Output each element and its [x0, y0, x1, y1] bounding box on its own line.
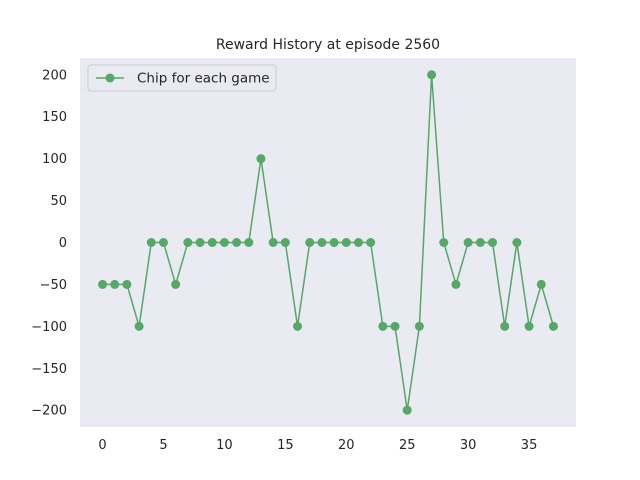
data-point-marker: [171, 279, 181, 289]
data-point-marker: [268, 238, 278, 247]
data-point-marker: [219, 238, 229, 247]
data-point-marker: [158, 238, 168, 247]
chart-title: Reward History at episode 2560: [216, 37, 440, 53]
data-point-marker: [524, 321, 534, 331]
data-point-marker: [293, 321, 303, 331]
data-point-marker: [317, 238, 327, 247]
data-point-marker: [536, 279, 546, 289]
data-point-marker: [146, 238, 156, 247]
x-tick-label: 25: [399, 438, 416, 453]
data-point-marker: [463, 238, 473, 247]
data-point-marker: [378, 321, 388, 331]
y-tick-label: 100: [42, 152, 67, 167]
data-point-marker: [195, 238, 205, 247]
x-tick-label: 15: [277, 438, 294, 453]
x-tick-label: 10: [216, 438, 233, 453]
data-point-marker: [134, 321, 144, 331]
y-tick-label: 50: [50, 194, 67, 209]
data-point-marker: [98, 279, 108, 289]
data-point-marker: [232, 238, 242, 247]
data-point-marker: [366, 238, 376, 247]
data-point-marker: [439, 238, 449, 247]
data-point-marker: [548, 321, 558, 331]
x-axis-ticks: 0 5 10 15 20 25 30 35: [98, 438, 537, 453]
y-tick-label: −200: [31, 404, 67, 419]
data-point-marker: [500, 321, 510, 331]
legend-box: [87, 64, 277, 92]
x-tick-label: 20: [338, 438, 355, 453]
series-layer: [98, 70, 558, 415]
x-tick-label: 0: [98, 438, 106, 453]
legend-label: Chip for each game: [137, 71, 270, 87]
y-tick-label: 0: [59, 236, 67, 251]
legend-marker-sample: [105, 73, 115, 83]
data-point-marker: [451, 279, 461, 289]
data-point-marker: [341, 238, 351, 247]
x-tick-label: 30: [460, 438, 477, 453]
data-point-marker: [427, 70, 437, 80]
data-point-marker: [305, 238, 315, 247]
y-tick-label: 150: [42, 110, 67, 125]
x-tick-label: 35: [521, 438, 538, 453]
data-point-marker: [329, 238, 339, 247]
data-point-marker: [122, 279, 132, 289]
data-point-marker: [244, 238, 254, 247]
data-point-marker: [256, 154, 266, 164]
data-point-marker: [512, 238, 522, 247]
data-point-marker: [414, 321, 424, 331]
y-tick-label: −50: [40, 278, 67, 293]
y-axis-ticks: −200 −150 −100 −50 0 50 100 150 200: [31, 68, 67, 418]
legend: Chip for each game: [87, 64, 277, 92]
y-tick-label: −150: [31, 362, 67, 377]
data-point-marker: [280, 238, 290, 247]
data-point-marker: [110, 279, 120, 289]
x-tick-label: 5: [159, 438, 167, 453]
data-point-marker: [488, 238, 498, 247]
data-point-marker: [402, 405, 412, 415]
data-point-marker: [183, 238, 193, 247]
y-tick-label: −100: [31, 320, 67, 335]
data-point-marker: [207, 238, 217, 247]
y-tick-label: 200: [42, 68, 67, 83]
data-point-marker: [390, 321, 400, 331]
data-point-marker: [353, 238, 363, 247]
data-point-marker: [475, 238, 485, 247]
